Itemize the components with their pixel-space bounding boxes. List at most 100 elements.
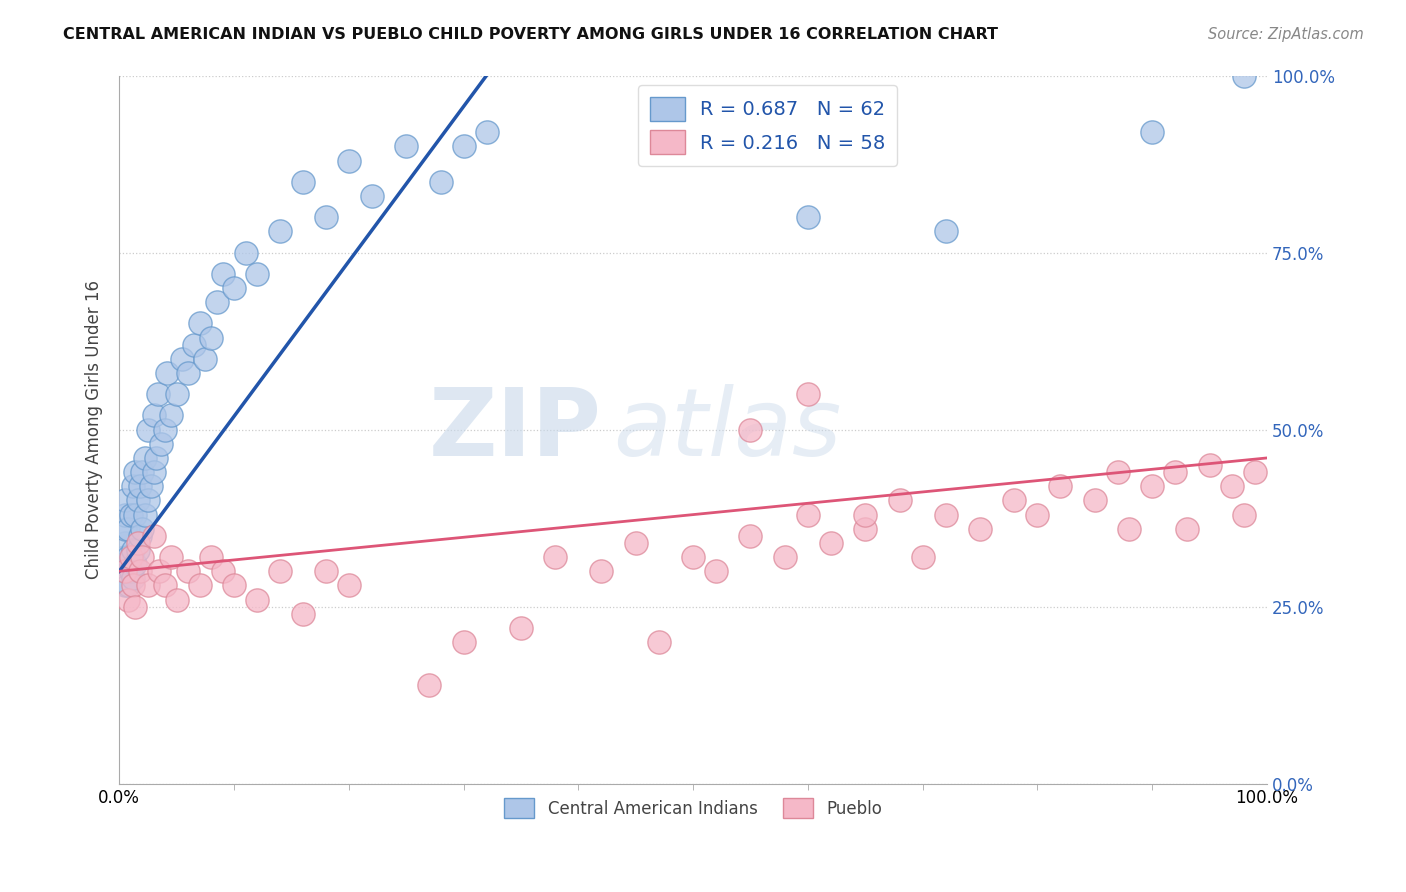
Point <box>453 139 475 153</box>
Point <box>188 317 211 331</box>
Point <box>1233 508 1256 522</box>
Text: CENTRAL AMERICAN INDIAN VS PUEBLO CHILD POVERTY AMONG GIRLS UNDER 16 CORRELATION: CENTRAL AMERICAN INDIAN VS PUEBLO CHILD … <box>63 27 998 42</box>
Point <box>131 465 153 479</box>
Point <box>120 564 142 578</box>
Point <box>969 522 991 536</box>
Point <box>134 508 156 522</box>
Point <box>129 479 152 493</box>
Point <box>131 550 153 565</box>
Point <box>544 550 567 565</box>
Y-axis label: Child Poverty Among Girls Under 16: Child Poverty Among Girls Under 16 <box>86 280 103 579</box>
Point <box>183 337 205 351</box>
Point <box>453 635 475 649</box>
Point <box>114 578 136 592</box>
Point <box>142 529 165 543</box>
Point <box>797 387 820 401</box>
Point <box>740 423 762 437</box>
Point <box>624 536 647 550</box>
Point <box>1084 493 1107 508</box>
Point <box>120 550 142 565</box>
Point <box>160 550 183 565</box>
Point <box>142 465 165 479</box>
Point <box>114 522 136 536</box>
Point <box>117 550 139 565</box>
Point <box>315 210 337 224</box>
Point <box>510 621 533 635</box>
Point <box>1233 69 1256 83</box>
Point <box>797 508 820 522</box>
Point <box>315 564 337 578</box>
Point <box>114 493 136 508</box>
Text: ZIP: ZIP <box>429 384 602 475</box>
Point <box>1140 125 1163 139</box>
Point <box>475 125 498 139</box>
Point <box>148 564 170 578</box>
Point <box>153 578 176 592</box>
Point <box>129 529 152 543</box>
Point <box>820 536 842 550</box>
Point <box>117 578 139 592</box>
Point <box>127 536 149 550</box>
Point <box>194 351 217 366</box>
Point <box>1026 508 1049 522</box>
Point <box>127 493 149 508</box>
Point <box>166 387 188 401</box>
Point <box>911 550 934 565</box>
Point <box>124 508 146 522</box>
Point <box>1222 479 1244 493</box>
Point <box>1002 493 1025 508</box>
Point <box>136 493 159 508</box>
Point <box>740 529 762 543</box>
Point <box>166 592 188 607</box>
Point <box>205 295 228 310</box>
Point <box>114 564 136 578</box>
Point <box>120 508 142 522</box>
Point <box>122 571 145 585</box>
Point <box>853 508 876 522</box>
Point <box>935 224 957 238</box>
Point <box>773 550 796 565</box>
Point <box>269 564 291 578</box>
Point <box>429 175 451 189</box>
Point <box>647 635 669 649</box>
Point <box>122 479 145 493</box>
Point <box>935 508 957 522</box>
Point <box>136 423 159 437</box>
Point <box>117 592 139 607</box>
Point <box>134 450 156 465</box>
Point <box>160 409 183 423</box>
Point <box>124 465 146 479</box>
Point <box>153 423 176 437</box>
Point <box>127 543 149 558</box>
Point <box>117 522 139 536</box>
Point <box>211 267 233 281</box>
Point <box>200 330 222 344</box>
Point <box>704 564 727 578</box>
Point <box>122 543 145 558</box>
Point <box>211 564 233 578</box>
Point <box>124 557 146 571</box>
Point <box>222 578 245 592</box>
Point <box>131 522 153 536</box>
Point <box>1175 522 1198 536</box>
Text: Source: ZipAtlas.com: Source: ZipAtlas.com <box>1208 27 1364 42</box>
Point <box>337 153 360 168</box>
Point <box>269 224 291 238</box>
Point <box>129 564 152 578</box>
Point <box>188 578 211 592</box>
Point <box>114 564 136 578</box>
Point <box>148 387 170 401</box>
Point <box>797 210 820 224</box>
Legend: Central American Indians, Pueblo: Central American Indians, Pueblo <box>498 791 889 825</box>
Point <box>1049 479 1071 493</box>
Point <box>1107 465 1129 479</box>
Point <box>172 351 194 366</box>
Point <box>149 437 172 451</box>
Point <box>142 409 165 423</box>
Point <box>889 493 911 508</box>
Point <box>337 578 360 592</box>
Point <box>114 536 136 550</box>
Text: atlas: atlas <box>613 384 841 475</box>
Point <box>591 564 613 578</box>
Point <box>177 564 200 578</box>
